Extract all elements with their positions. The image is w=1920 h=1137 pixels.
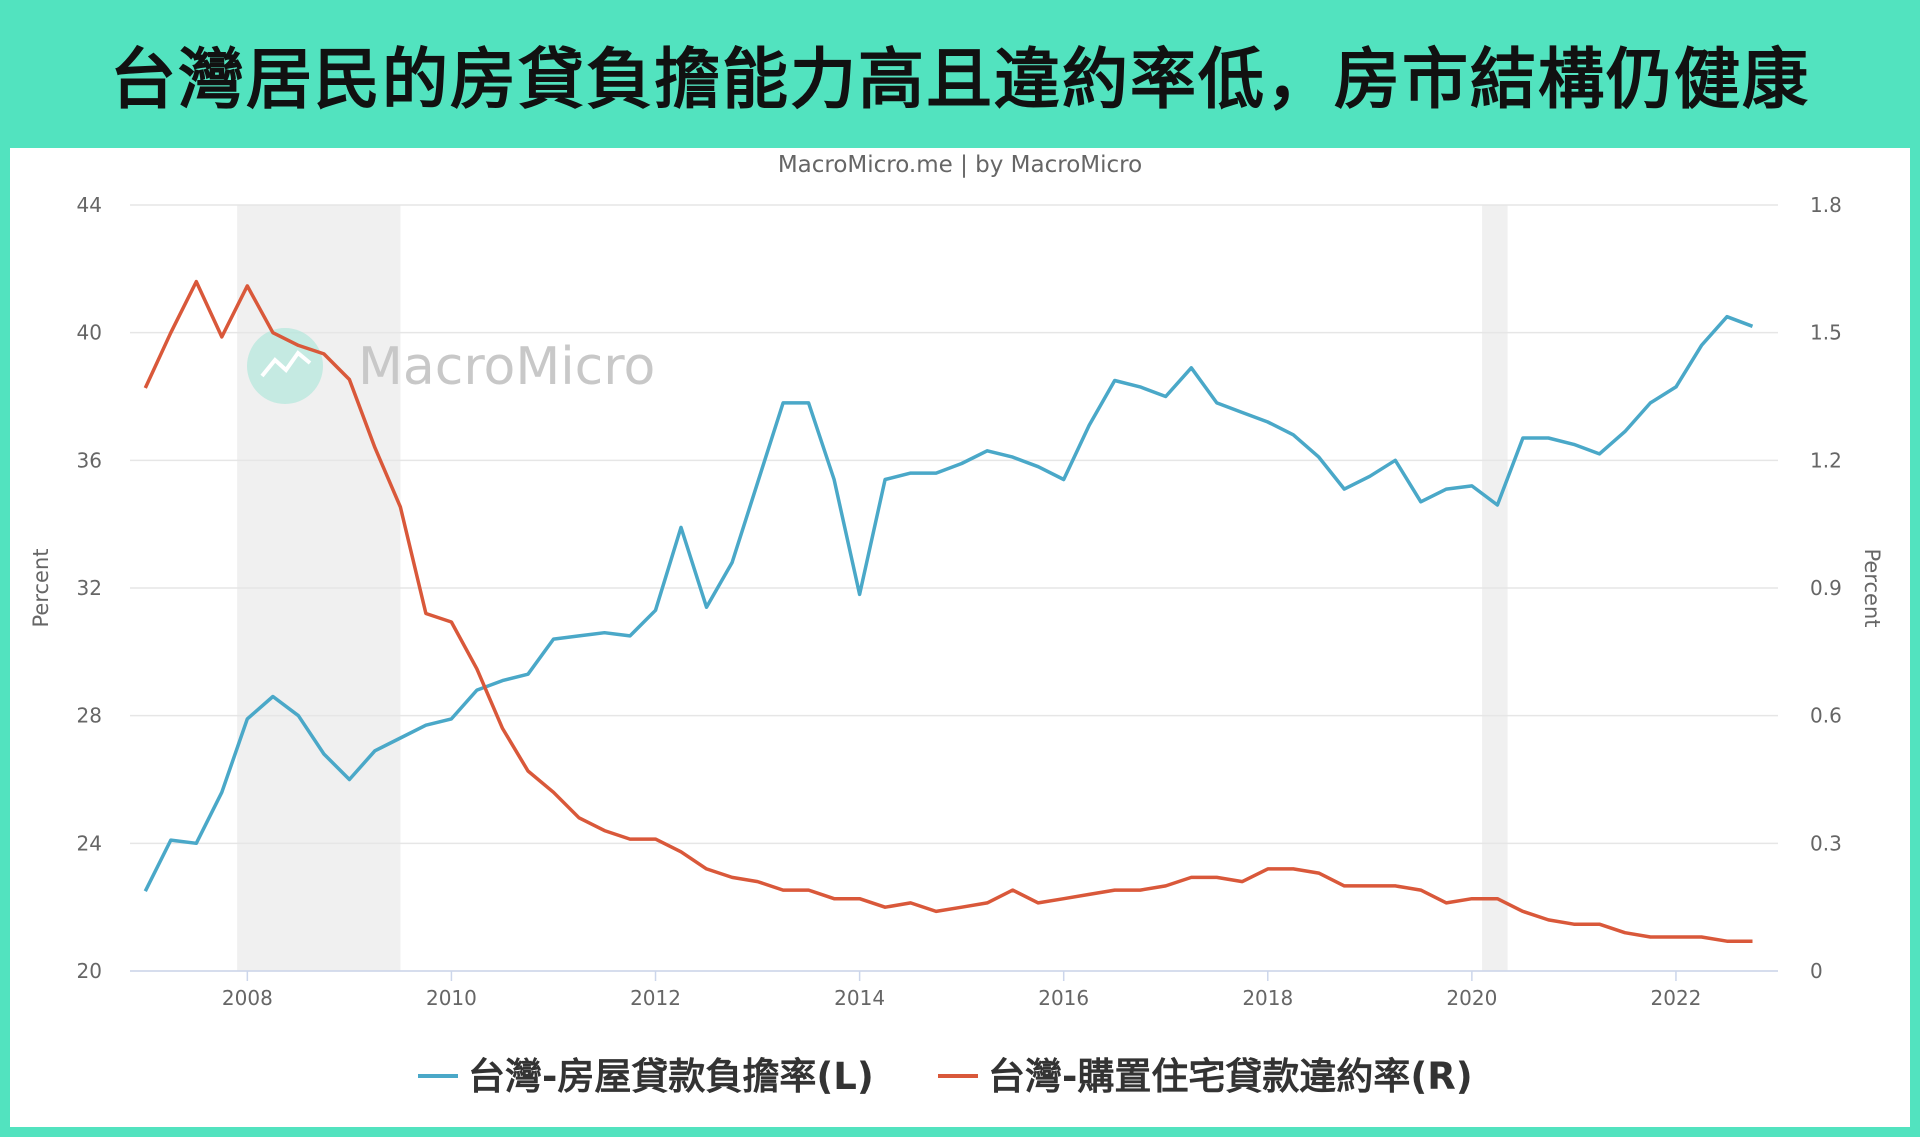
y-left-tick-label: 44 bbox=[77, 193, 102, 217]
chart-credit: MacroMicro.me | by MacroMicro bbox=[778, 152, 1142, 178]
y-right-tick-label: 0.9 bbox=[1810, 576, 1842, 600]
y-left-tick-label: 36 bbox=[77, 448, 102, 472]
y-axis-left: 20 24 28 32 36 40 44 bbox=[77, 193, 102, 983]
x-tick-label: 2016 bbox=[1038, 986, 1089, 1010]
watermark-chart-icon bbox=[260, 350, 312, 378]
legend-item-label[interactable]: 台灣-購置住宅貸款違約率(R) bbox=[988, 1055, 1473, 1098]
legend[interactable]: 台灣-房屋貸款負擔率(L) 台灣-購置住宅貸款違約率(R) bbox=[418, 1055, 1473, 1098]
y-left-tick-label: 24 bbox=[77, 831, 102, 855]
y-left-tick-label: 40 bbox=[77, 321, 102, 345]
x-tick-label: 2020 bbox=[1446, 986, 1497, 1010]
legend-item-label[interactable]: 台灣-房屋貸款負擔率(L) bbox=[468, 1055, 874, 1098]
y-right-tick-label: 0 bbox=[1810, 959, 1823, 983]
y-right-tick-label: 0.6 bbox=[1810, 704, 1842, 728]
line-chart: MacroMicro.me | by MacroMicro MacroMicro… bbox=[29, 152, 1884, 1098]
y-axis-right: 0 0.3 0.6 0.9 1.2 1.5 1.8 bbox=[1810, 193, 1842, 983]
series-line-2 bbox=[143, 279, 1753, 943]
x-axis: 2008 2010 2012 2014 2016 2018 2020 2022 bbox=[130, 970, 1778, 1010]
y-left-tick-label: 28 bbox=[77, 704, 102, 728]
chart-panel: MacroMicro.me | by MacroMicro MacroMicro… bbox=[10, 148, 1910, 1127]
page-title: 台灣居民的房貸負擔能力高且違約率低，房市結構仍健康 bbox=[110, 41, 1810, 118]
title-banner: 台灣居民的房貸負擔能力高且違約率低，房市結構仍健康 bbox=[0, 0, 1920, 148]
y-right-tick-label: 0.3 bbox=[1810, 831, 1842, 855]
x-tick-label: 2018 bbox=[1242, 986, 1293, 1010]
y-right-tick-label: 1.8 bbox=[1810, 193, 1842, 217]
y-axis-left-title: Percent bbox=[29, 548, 53, 627]
y-right-tick-label: 1.5 bbox=[1810, 321, 1842, 345]
x-tick-label: 2014 bbox=[834, 986, 885, 1010]
series-line-1 bbox=[143, 314, 1754, 892]
x-tick-label: 2022 bbox=[1651, 986, 1702, 1010]
x-tick-label: 2008 bbox=[222, 986, 273, 1010]
watermark-text: MacroMicro bbox=[358, 337, 655, 397]
y-right-tick-label: 1.2 bbox=[1810, 448, 1842, 472]
x-tick-label: 2012 bbox=[630, 986, 681, 1010]
y-left-tick-label: 20 bbox=[77, 959, 102, 983]
y-axis-right-title: Percent bbox=[1860, 548, 1884, 627]
watermark: MacroMicro bbox=[247, 328, 655, 404]
series-lines bbox=[143, 279, 1754, 943]
y-left-tick-label: 32 bbox=[77, 576, 102, 600]
x-tick-label: 2010 bbox=[426, 986, 477, 1010]
